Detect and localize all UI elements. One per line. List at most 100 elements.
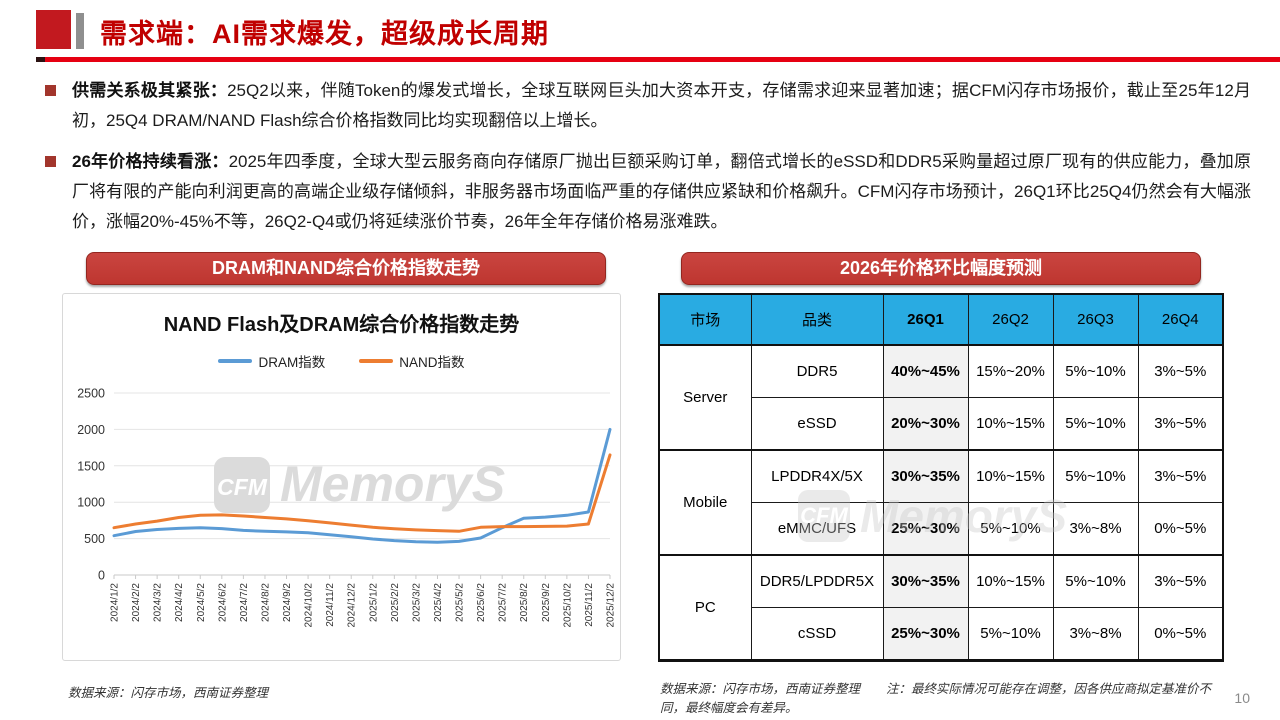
svg-text:2000: 2000 — [77, 423, 105, 437]
legend-item-dram: DRAM指数 — [218, 351, 325, 371]
svg-text:2024/1/2: 2024/1/2 — [109, 583, 120, 622]
bullet-item-1: 供需关系极其紧张：25Q2以来，伴随Token的爆发式增长，全球互联网巨头加大资… — [45, 76, 1251, 136]
bullet-2-paragraph: 26年价格持续看涨：2025年四季度，全球大型云服务商向存储原厂抛出巨额采购订单… — [72, 147, 1251, 237]
svg-text:2024/9/2: 2024/9/2 — [282, 583, 293, 622]
svg-text:2024/5/2: 2024/5/2 — [195, 583, 206, 622]
svg-text:2025/12/2: 2025/12/2 — [605, 583, 616, 628]
value-cell: 5%~10% — [967, 502, 1054, 556]
col-header-category: 品类 — [750, 293, 884, 346]
svg-text:2025/4/2: 2025/4/2 — [432, 583, 443, 622]
svg-text:1500: 1500 — [77, 459, 105, 473]
svg-text:2025/8/2: 2025/8/2 — [519, 583, 530, 622]
category-cell: eSSD — [750, 397, 884, 451]
value-cell: 3%~5% — [1137, 397, 1224, 451]
svg-text:2025/5/2: 2025/5/2 — [454, 583, 465, 622]
value-cell: 10%~15% — [967, 397, 1054, 451]
table-banner: 2026年价格环比幅度预测 — [681, 252, 1201, 285]
svg-text:2024/10/2: 2024/10/2 — [303, 583, 314, 628]
value-cell: 25%~30% — [882, 607, 969, 661]
header-red-square-icon — [36, 10, 71, 49]
category-cell: eMMC/UFS — [750, 502, 884, 556]
svg-text:2024/4/2: 2024/4/2 — [174, 583, 185, 622]
legend-label-nand: NAND指数 — [399, 355, 465, 370]
bullet-item-2: 26年价格持续看涨：2025年四季度，全球大型云服务商向存储原厂抛出巨额采购订单… — [45, 147, 1251, 237]
value-cell: 20%~30% — [882, 397, 969, 451]
svg-text:2025/2/2: 2025/2/2 — [389, 583, 400, 622]
value-cell: 40%~45% — [882, 344, 969, 398]
table-row: eSSD 20%~30% 10%~15% 5%~10% 3%~5% — [659, 397, 1224, 451]
value-cell: 15%~20% — [967, 344, 1054, 398]
source-note-right: 数据来源：闪存市场，西南证券整理 注：最终实际情况可能存在调整，因各供应商拟定基准… — [660, 680, 1225, 718]
svg-text:2025/9/2: 2025/9/2 — [540, 583, 551, 622]
header-gray-bar-icon — [76, 13, 84, 49]
right-source-text: 数据来源：闪存市场，西南证券整理 — [660, 682, 861, 696]
col-header-26q3: 26Q3 — [1052, 293, 1139, 346]
table-row: PC DDR5/LPDDR5X 30%~35% 10%~15% 5%~10% 3… — [658, 554, 1224, 661]
svg-text:2024/6/2: 2024/6/2 — [217, 583, 228, 622]
value-cell: 3%~8% — [1052, 607, 1139, 661]
svg-text:MemoryS: MemoryS — [280, 456, 505, 512]
value-cell: 0%~5% — [1137, 502, 1224, 556]
svg-text:CFM: CFM — [217, 474, 268, 500]
value-cell: 3%~5% — [1137, 344, 1224, 398]
value-cell: 30%~35% — [882, 554, 969, 608]
page-number: 10 — [1234, 690, 1250, 706]
chart-panel: NAND Flash及DRAM综合价格指数走势 DRAM指数 NAND指数 0 5… — [62, 293, 621, 661]
bullet-1-lead: 供需关系极其紧张： — [72, 81, 228, 100]
svg-text:1000: 1000 — [77, 496, 105, 510]
bullet-2-lead: 26年价格持续看涨： — [72, 152, 229, 171]
svg-text:2024/7/2: 2024/7/2 — [238, 583, 249, 622]
page-title: 需求端：AI需求爆发，超级成长周期 — [100, 19, 549, 49]
svg-text:2024/8/2: 2024/8/2 — [260, 583, 271, 622]
value-cell: 5%~10% — [1052, 554, 1139, 608]
legend-label-dram: DRAM指数 — [258, 355, 326, 370]
bullet-2-text: 2025年四季度，全球大型云服务商向存储原厂抛出巨额采购订单，翻倍式增长的eSS… — [72, 152, 1251, 231]
value-cell: 25%~30% — [882, 502, 969, 556]
svg-text:2025/7/2: 2025/7/2 — [497, 583, 508, 622]
svg-text:2024/2/2: 2024/2/2 — [131, 583, 142, 622]
value-cell: 10%~15% — [967, 449, 1054, 503]
category-cell: LPDDR4X/5X — [750, 449, 884, 503]
value-cell: 3%~8% — [1052, 502, 1139, 556]
table-row: Mobile LPDDR4X/5X 30%~35% 10%~15% 5%~10%… — [658, 449, 1224, 556]
value-cell: 5%~10% — [1052, 397, 1139, 451]
svg-text:500: 500 — [84, 532, 105, 546]
forecast-table-wrap: 市场 品类 26Q1 26Q2 26Q3 26Q4 Server DDR5 40… — [658, 293, 1224, 662]
category-cell: cSSD — [750, 607, 884, 661]
svg-text:2025/6/2: 2025/6/2 — [476, 583, 487, 622]
table-row: cSSD 25%~30% 5%~10% 3%~8% 0%~5% — [659, 607, 1224, 661]
market-cell-server: Server — [658, 344, 752, 451]
col-header-26q1: 26Q1 — [882, 293, 969, 346]
value-cell: 5%~10% — [1052, 344, 1139, 398]
svg-text:2025/1/2: 2025/1/2 — [368, 583, 379, 622]
svg-text:2024/12/2: 2024/12/2 — [346, 583, 357, 628]
col-header-market: 市场 — [658, 293, 752, 346]
value-cell: 3%~5% — [1137, 449, 1224, 503]
svg-text:2025/10/2: 2025/10/2 — [562, 583, 573, 628]
value-cell: 3%~5% — [1137, 554, 1224, 608]
value-cell: 10%~15% — [967, 554, 1054, 608]
value-cell: 0%~5% — [1137, 607, 1224, 661]
market-cell-pc: PC — [658, 554, 752, 661]
nand-line-swatch-icon — [359, 359, 394, 363]
col-header-26q2: 26Q2 — [967, 293, 1054, 346]
table-row: Server DDR5 40%~45% 15%~20% 5%~10% 3%~5% — [658, 344, 1224, 451]
chart-banner: DRAM和NAND综合价格指数走势 — [86, 252, 606, 285]
bullet-square-icon — [45, 85, 56, 96]
header-rule — [36, 57, 1280, 62]
table-header-row: 市场 品类 26Q1 26Q2 26Q3 26Q4 — [658, 293, 1224, 346]
forecast-table: 市场 品类 26Q1 26Q2 26Q3 26Q4 Server DDR5 40… — [658, 293, 1224, 662]
chart-legend: DRAM指数 NAND指数 — [63, 351, 620, 371]
bullet-1-paragraph: 供需关系极其紧张：25Q2以来，伴随Token的爆发式增长，全球互联网巨头加大资… — [72, 76, 1251, 136]
source-note-left: 数据来源：闪存市场，西南证券整理 — [68, 686, 269, 700]
dram-line-swatch-icon — [218, 359, 253, 363]
table-row: eMMC/UFS 25%~30% 5%~10% 3%~8% 0%~5% — [659, 502, 1224, 556]
bullet-1-text: 25Q2以来，伴随Token的爆发式增长，全球互联网巨头加大资本开支，存储需求迎… — [72, 81, 1251, 130]
chart-title: NAND Flash及DRAM综合价格指数走势 — [163, 314, 520, 336]
col-header-26q4: 26Q4 — [1137, 293, 1224, 346]
category-cell: DDR5/LPDDR5X — [750, 554, 884, 608]
svg-text:2024/11/2: 2024/11/2 — [325, 583, 336, 627]
value-cell: 5%~10% — [1052, 449, 1139, 503]
bullet-list: 供需关系极其紧张：25Q2以来，伴随Token的爆发式增长，全球互联网巨头加大资… — [45, 76, 1251, 248]
